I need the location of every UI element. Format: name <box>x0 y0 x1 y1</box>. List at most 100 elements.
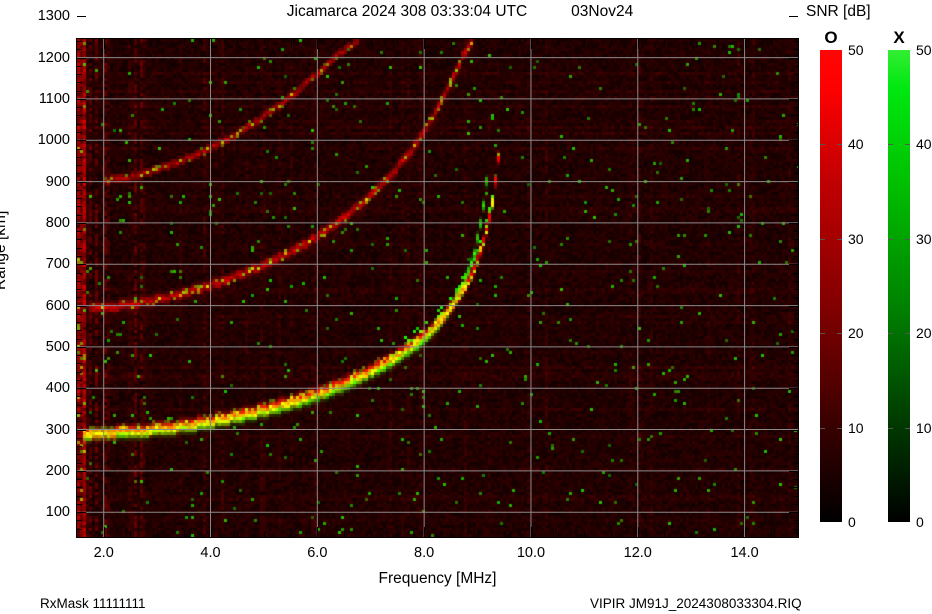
colorbar-tick-label: 30 <box>848 230 864 247</box>
colorbar-tick-mark <box>905 427 910 429</box>
y-axis-minor-tick <box>77 165 82 167</box>
x-axis-major-tick <box>424 527 426 537</box>
colorbar-tick-mark <box>905 238 910 240</box>
y-axis-major-tick <box>77 388 86 390</box>
y-axis-minor-tick <box>77 289 82 291</box>
y-axis-tick-label: 900 <box>45 173 70 190</box>
y-axis-tick-label: 400 <box>45 380 70 397</box>
x-axis-tick-label: 2.0 <box>93 545 114 561</box>
x-axis-major-tick-top <box>103 39 105 49</box>
title-date-short: 03Nov24 <box>571 3 634 20</box>
x-axis-minor-tick-top <box>611 39 613 45</box>
x-axis-tick-label: 14.0 <box>730 545 759 561</box>
y-axis-minor-tick-right <box>793 156 798 158</box>
colorbar-tick-label: 50 <box>916 42 932 58</box>
y-axis-tick-label: 1200 <box>37 49 70 66</box>
x-axis-minor-tick <box>771 531 773 537</box>
y-axis-minor-tick-right <box>793 165 798 167</box>
x-axis-major-tick-top <box>637 39 639 49</box>
y-axis-minor-tick-right <box>793 454 798 456</box>
y-axis-minor-tick <box>77 74 82 76</box>
colorbar-o-gradient[interactable] <box>820 50 842 522</box>
colorbar-tick-mark <box>905 333 910 335</box>
y-axis-label: Range [km] <box>0 210 9 290</box>
y-axis-minor-tick <box>77 454 82 456</box>
y-axis-minor-tick <box>77 49 82 51</box>
y-axis-minor-tick-right <box>793 520 798 522</box>
colorbar-tick-label: 30 <box>916 230 932 247</box>
x-axis-minor-tick-top <box>717 39 719 45</box>
y-axis-minor-tick <box>77 437 82 439</box>
y-axis-minor-tick-right <box>793 131 798 133</box>
x-axis-minor-tick-top <box>157 39 159 45</box>
colorbar-tick-mark <box>820 427 825 429</box>
colorbar-tick-mark <box>837 238 842 240</box>
y-axis-minor-tick-right <box>793 289 798 291</box>
y-axis-minor-tick-right <box>793 503 798 505</box>
y-axis-minor-tick <box>77 90 82 92</box>
y-axis-major-tick <box>77 512 86 514</box>
y-axis-minor-tick <box>77 355 82 357</box>
x-axis-minor-tick-top <box>664 39 666 45</box>
y-axis-minor-tick-right <box>793 330 798 332</box>
x-axis-tick-label: 10.0 <box>516 545 546 561</box>
y-axis-tick-label: 700 <box>45 256 70 273</box>
y-axis-minor-tick-right <box>793 247 798 249</box>
y-axis-minor-tick <box>77 421 82 423</box>
ionogram-heatmap-canvas <box>77 39 798 537</box>
y-axis-minor-tick-right <box>793 479 798 481</box>
y-axis-minor-tick <box>77 255 82 257</box>
y-axis-minor-tick-right <box>793 363 798 365</box>
y-axis-major-tick-right <box>789 512 798 514</box>
x-axis-minor-tick <box>183 531 185 537</box>
x-axis-major-tick-top <box>317 39 319 49</box>
colorbar-tick-label: 50 <box>848 42 864 58</box>
ionogram-plot-area[interactable] <box>76 38 799 538</box>
y-axis-minor-tick <box>77 322 82 324</box>
y-axis-minor-tick <box>77 338 82 340</box>
x-axis-minor-tick <box>611 531 613 537</box>
y-axis-minor-tick <box>77 330 82 332</box>
y-axis-minor-tick-right <box>793 338 798 340</box>
y-axis-minor-tick <box>77 115 82 117</box>
x-axis-major-tick-top <box>530 39 532 49</box>
y-axis-minor-tick <box>77 404 82 406</box>
x-axis-tick-label: 4.0 <box>200 545 221 561</box>
colorbar-tick-label: 10 <box>916 419 932 436</box>
y-axis-minor-tick-right <box>793 189 798 191</box>
y-axis-tick-label: 1100 <box>38 90 70 107</box>
y-axis-minor-tick-right <box>793 495 798 497</box>
y-axis-minor-tick-right <box>793 107 798 109</box>
y-axis-major-tick <box>77 181 86 183</box>
y-axis-minor-tick <box>77 82 82 84</box>
y-axis-minor-tick-right <box>793 379 798 381</box>
y-axis-minor-tick <box>77 379 82 381</box>
y-axis-minor-tick <box>77 495 82 497</box>
y-axis-minor-tick-right <box>793 528 798 530</box>
y-axis-minor-tick <box>77 520 82 522</box>
x-axis-major-tick-top <box>210 39 212 49</box>
y-axis-minor-tick <box>77 462 82 464</box>
x-axis-major-tick-top <box>744 39 746 49</box>
x-axis-minor-tick <box>664 531 666 537</box>
x-axis-minor-tick <box>237 531 239 537</box>
y-axis-major-tick <box>77 98 86 100</box>
colorbar-x-gradient[interactable] <box>888 50 910 522</box>
colorbar-tick-label: 40 <box>916 136 932 153</box>
y-axis-tick-label: 1300 <box>37 8 70 25</box>
snr-colorbar-header: SNR [dB] <box>806 3 871 20</box>
y-axis-minor-tick-right <box>793 313 798 315</box>
y-axis-minor-tick <box>77 107 82 109</box>
y-axis-minor-tick-right <box>793 173 798 175</box>
y-axis-minor-tick <box>77 363 82 365</box>
x-axis-minor-tick <box>344 531 346 537</box>
source-file-label: VIPIR JM91J_2024308033304.RIQ <box>590 596 802 611</box>
y-axis-minor-tick-right <box>793 74 798 76</box>
y-axis-minor-tick-right <box>793 148 798 150</box>
x-axis-tick-label: 12.0 <box>623 545 652 561</box>
colorbar-tick-label: 10 <box>848 419 864 436</box>
y-axis-minor-tick <box>77 247 82 249</box>
y-axis-minor-tick <box>77 198 82 200</box>
x-axis-major-tick <box>637 527 639 537</box>
